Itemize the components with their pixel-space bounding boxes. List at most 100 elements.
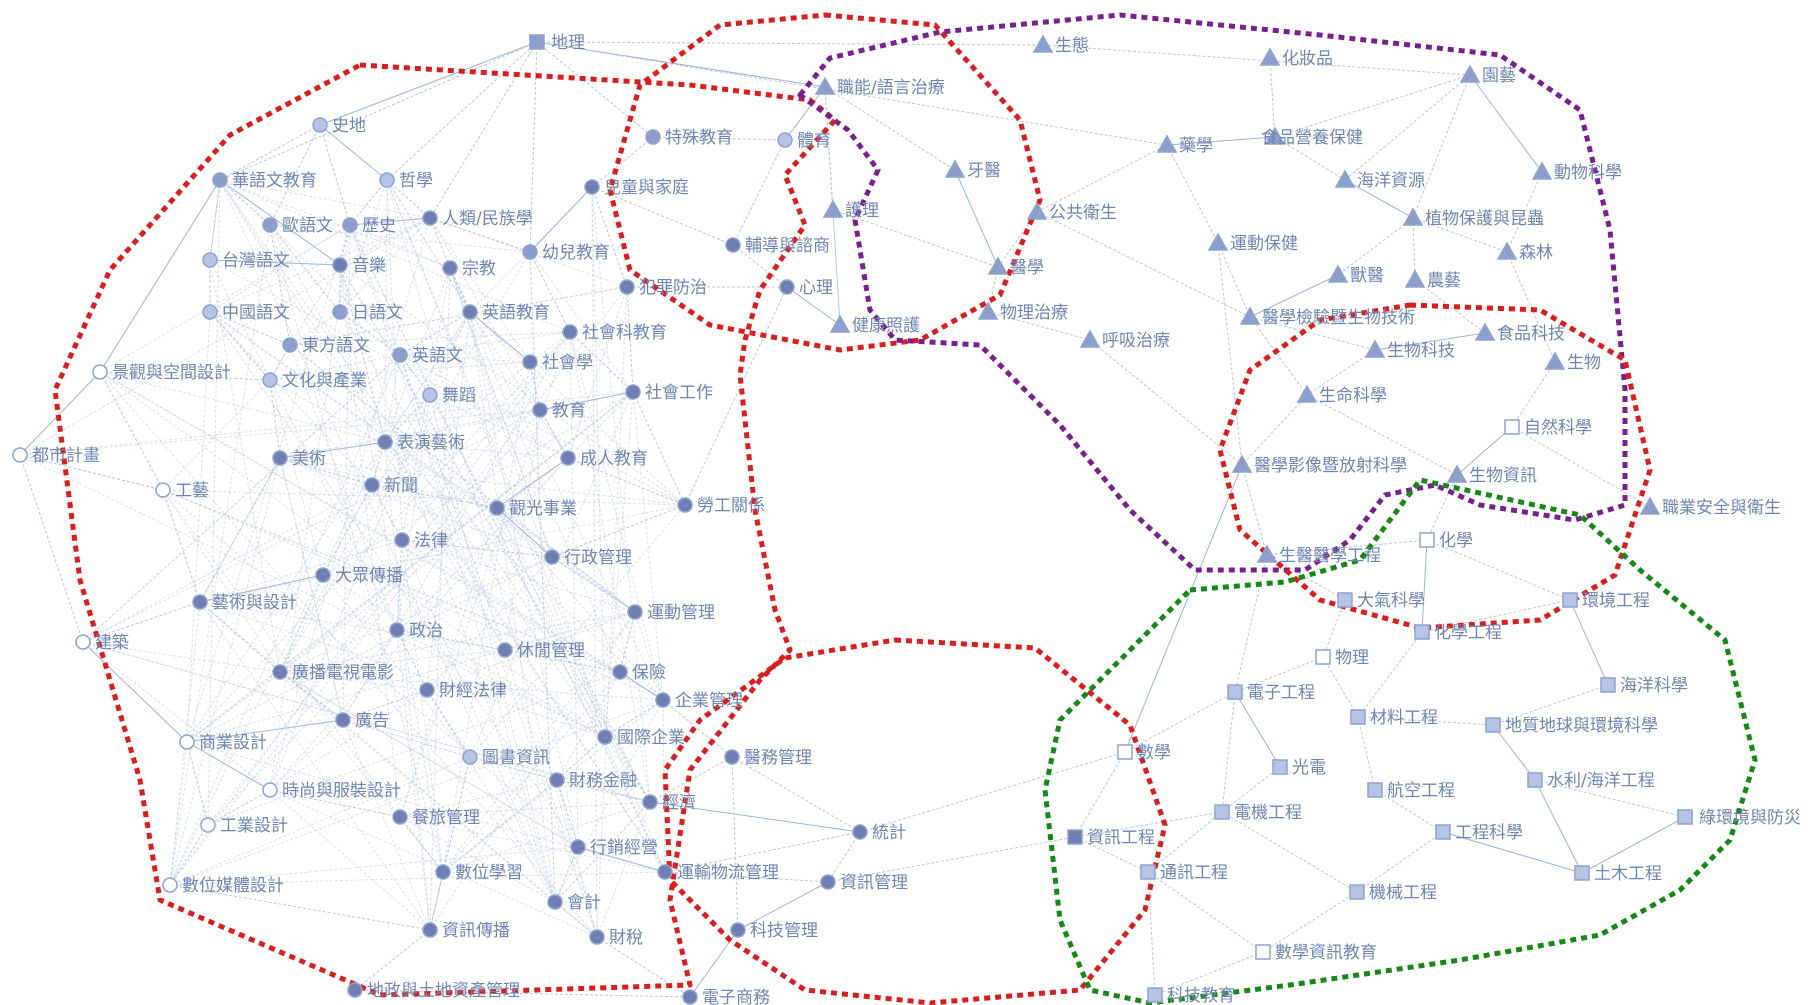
node-triangle-marker	[1259, 47, 1281, 66]
node-square-marker	[1435, 824, 1451, 840]
network-edge	[591, 186, 606, 738]
node-circle-marker	[202, 252, 218, 268]
network-edge	[209, 311, 579, 848]
network-edge	[1506, 251, 1556, 363]
node-label: 商業設計	[199, 733, 267, 753]
network-edge	[199, 601, 598, 938]
network-edge	[186, 224, 351, 743]
node-triangle-marker	[1496, 241, 1518, 260]
network-edge	[199, 601, 431, 931]
network-edge	[279, 457, 686, 506]
network-edge	[99, 371, 598, 938]
network-edge	[99, 371, 271, 381]
node-label: 資訊傳播	[442, 921, 510, 941]
network-edge	[1442, 831, 1583, 874]
node-circle-marker	[625, 384, 641, 400]
node-label: 財務金融	[569, 771, 637, 791]
network-edge	[554, 699, 664, 903]
network-edge	[82, 641, 651, 803]
network-edge	[1074, 836, 1149, 873]
network-edge	[449, 267, 606, 738]
network-edge	[1469, 74, 1543, 173]
network-edge	[1581, 816, 1686, 874]
node-label: 生物資訊	[1469, 466, 1537, 486]
network-edge	[279, 671, 664, 701]
network-edge	[169, 824, 209, 886]
network-edge	[1374, 789, 1444, 833]
network-edge	[1421, 539, 1428, 633]
network-edge	[279, 391, 634, 673]
node-label: 醫務管理	[744, 748, 812, 768]
node-label: 哲學	[399, 171, 433, 191]
node-label: 光電	[1292, 758, 1326, 778]
node-label: 化學工程	[1434, 623, 1502, 643]
network-edge	[354, 929, 431, 991]
node-label: 化學	[1439, 531, 1473, 551]
node-circle-marker	[262, 782, 278, 798]
network-edge	[384, 179, 388, 443]
network-edge	[82, 641, 281, 673]
node-square-marker	[1272, 759, 1288, 775]
network-edge	[596, 936, 691, 998]
node-label: 兒童與家庭	[604, 178, 689, 198]
network-edge	[219, 179, 506, 651]
node-label: 生命科學	[1319, 386, 1387, 406]
node-triangle-marker	[1231, 454, 1253, 473]
network-edge	[596, 801, 651, 938]
cluster-outline-green-6	[1042, 477, 1758, 1005]
network-edge	[169, 846, 579, 886]
node-circle-marker	[435, 864, 451, 880]
node-circle-marker	[589, 929, 605, 945]
network-edge	[604, 391, 634, 738]
network-edge	[319, 124, 388, 181]
node-triangle-marker	[1026, 201, 1048, 220]
network-edge	[1262, 891, 1358, 953]
node-label: 財稅	[609, 928, 643, 948]
node-circle-marker	[682, 989, 698, 1005]
node-label: 數學	[1137, 743, 1171, 763]
network-edge	[371, 484, 403, 541]
network-edge	[396, 539, 403, 631]
network-edge	[1412, 217, 1508, 253]
node-square-marker	[1067, 829, 1083, 845]
network-edge	[19, 454, 164, 491]
node-label: 航空工程	[1387, 781, 1455, 801]
node-circle-marker	[462, 304, 478, 320]
network-edge	[1217, 242, 1251, 318]
node-label: 土木工程	[1594, 864, 1662, 884]
node-circle-marker	[377, 434, 393, 450]
node-label: 園藝	[1482, 66, 1516, 86]
node-square-marker	[1527, 772, 1543, 788]
network-edge	[1074, 751, 1126, 838]
node-square-marker	[1677, 809, 1693, 825]
node-label: 音樂	[352, 256, 386, 276]
network-edge	[99, 224, 351, 373]
node-circle-marker	[422, 922, 438, 938]
network-edge	[442, 611, 636, 873]
node-label: 教育	[552, 401, 586, 421]
network-edge	[169, 224, 271, 886]
network-edge	[1534, 779, 1686, 818]
network-edge	[591, 186, 598, 938]
network-edge	[269, 361, 531, 381]
network-edge	[279, 649, 506, 673]
network-edge	[289, 286, 628, 346]
network-edge	[279, 611, 636, 673]
network-edge	[1249, 316, 1308, 396]
network-edge	[319, 124, 351, 226]
node-circle-marker	[92, 364, 108, 380]
node-circle-marker	[212, 172, 228, 188]
node-label: 生物	[1567, 353, 1601, 373]
node-label: 歐語文	[282, 216, 333, 236]
network-edge	[399, 331, 571, 818]
node-label: 醫學	[1010, 258, 1044, 278]
node-label: 職業安全與衛生	[1662, 498, 1781, 518]
node-label: 體育	[797, 131, 831, 151]
network-edge	[279, 441, 386, 459]
network-edge	[1306, 394, 1458, 476]
network-edge	[401, 267, 451, 541]
network-edge	[1221, 691, 1236, 813]
network-edge	[399, 816, 444, 873]
node-label: 工藝	[175, 481, 209, 501]
network-edge	[269, 217, 431, 791]
